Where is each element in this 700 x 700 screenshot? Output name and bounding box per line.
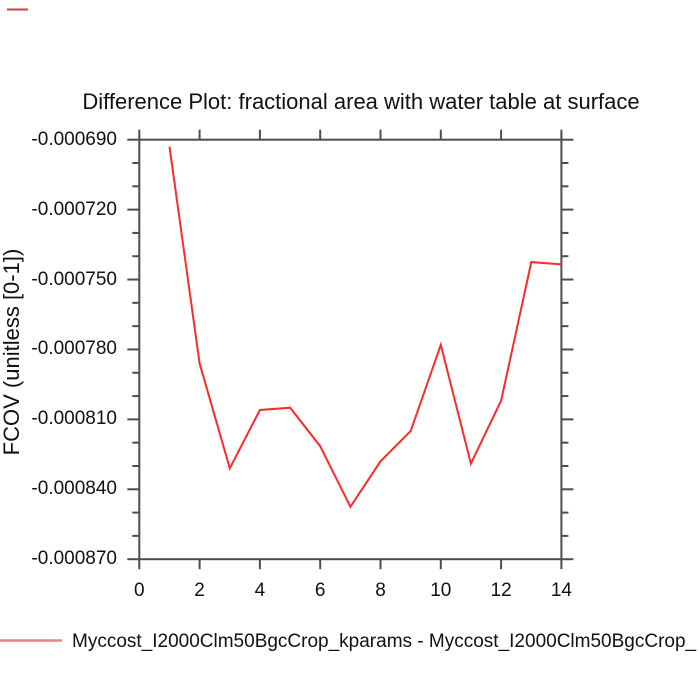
x-tick-label: 0 xyxy=(134,580,145,601)
y-tick-label: -0.000750 xyxy=(31,268,117,290)
y-tick-label: -0.000840 xyxy=(31,478,117,500)
x-tick-label: 4 xyxy=(254,580,266,601)
y-axis-label: FCOV (unitless [0-1]) xyxy=(0,248,24,456)
chart-title: Difference Plot: fractional area with wa… xyxy=(82,89,640,114)
x-tick-label: 14 xyxy=(550,580,572,601)
y-tick-label: -0.000780 xyxy=(31,338,117,360)
x-tick-label: 8 xyxy=(375,580,386,601)
legend-label: Myccost_I2000Clm50BgcCrop_kparams - Mycc… xyxy=(72,631,697,652)
y-tick-label: -0.000690 xyxy=(31,128,117,150)
data-line xyxy=(168,146,562,509)
plot-frame xyxy=(138,138,563,561)
y-tick-label: -0.000810 xyxy=(31,408,117,430)
y-tick-label: -0.000870 xyxy=(31,548,117,570)
x-tick-label: 2 xyxy=(194,580,205,601)
x-tick-label: 10 xyxy=(430,580,452,601)
x-tick-label: 12 xyxy=(490,580,512,601)
x-tick-label: 6 xyxy=(314,580,326,601)
y-tick-label: -0.000720 xyxy=(31,198,117,220)
